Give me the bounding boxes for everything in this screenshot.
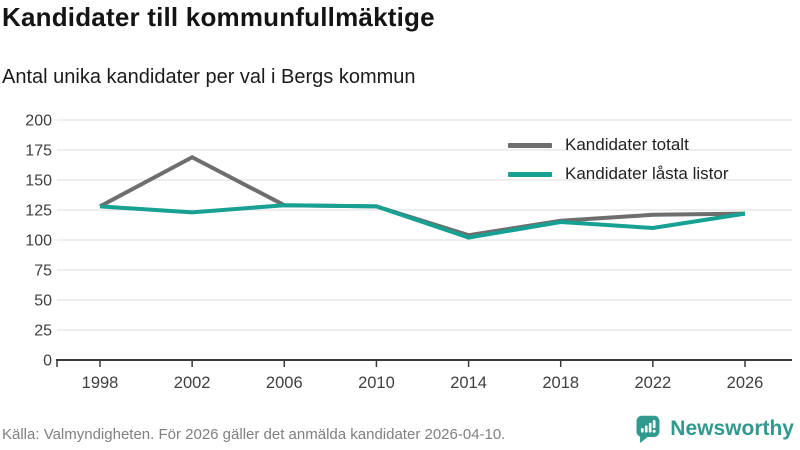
chart-subtitle: Antal unika kandidater per val i Bergs k…: [2, 66, 416, 88]
svg-text:75: 75: [34, 263, 52, 280]
legend-label-lasta-listor: Kandidater låsta listor: [565, 164, 729, 183]
svg-text:100: 100: [25, 233, 52, 250]
svg-text:2014: 2014: [450, 374, 487, 392]
svg-text:1998: 1998: [82, 374, 119, 392]
svg-text:2026: 2026: [727, 374, 764, 392]
legend-swatch-gray-line: [508, 142, 552, 148]
svg-text:2010: 2010: [358, 374, 395, 392]
svg-text:2022: 2022: [634, 374, 671, 392]
svg-text:175: 175: [25, 143, 52, 160]
svg-text:0: 0: [43, 353, 52, 370]
newsworthy-logo-text: Newsworthy: [670, 417, 794, 440]
legend-label-totalt: Kandidater totalt: [565, 135, 689, 154]
newsworthy-logo-icon: [636, 415, 660, 444]
legend-swatch-teal-line: [508, 171, 552, 177]
newsworthy-logo: Newsworthy: [633, 413, 794, 445]
chart-title: Kandidater till kommunfullmäktige: [2, 2, 435, 32]
chart-legend: Kandidater totalt Kandidater låsta listo…: [508, 135, 728, 184]
svg-text:125: 125: [25, 203, 52, 220]
svg-text:2006: 2006: [266, 374, 303, 392]
legend-item-totalt: Kandidater totalt: [508, 135, 728, 155]
svg-text:2002: 2002: [174, 374, 211, 392]
source-note: Källa: Valmyndigheten. För 2026 gäller d…: [2, 426, 506, 443]
svg-text:25: 25: [34, 323, 52, 340]
svg-text:50: 50: [34, 293, 52, 310]
svg-text:200: 200: [25, 113, 52, 130]
svg-text:2018: 2018: [542, 374, 579, 392]
legend-item-lasta-listor: Kandidater låsta listor: [508, 164, 728, 184]
svg-text:150: 150: [25, 173, 52, 190]
